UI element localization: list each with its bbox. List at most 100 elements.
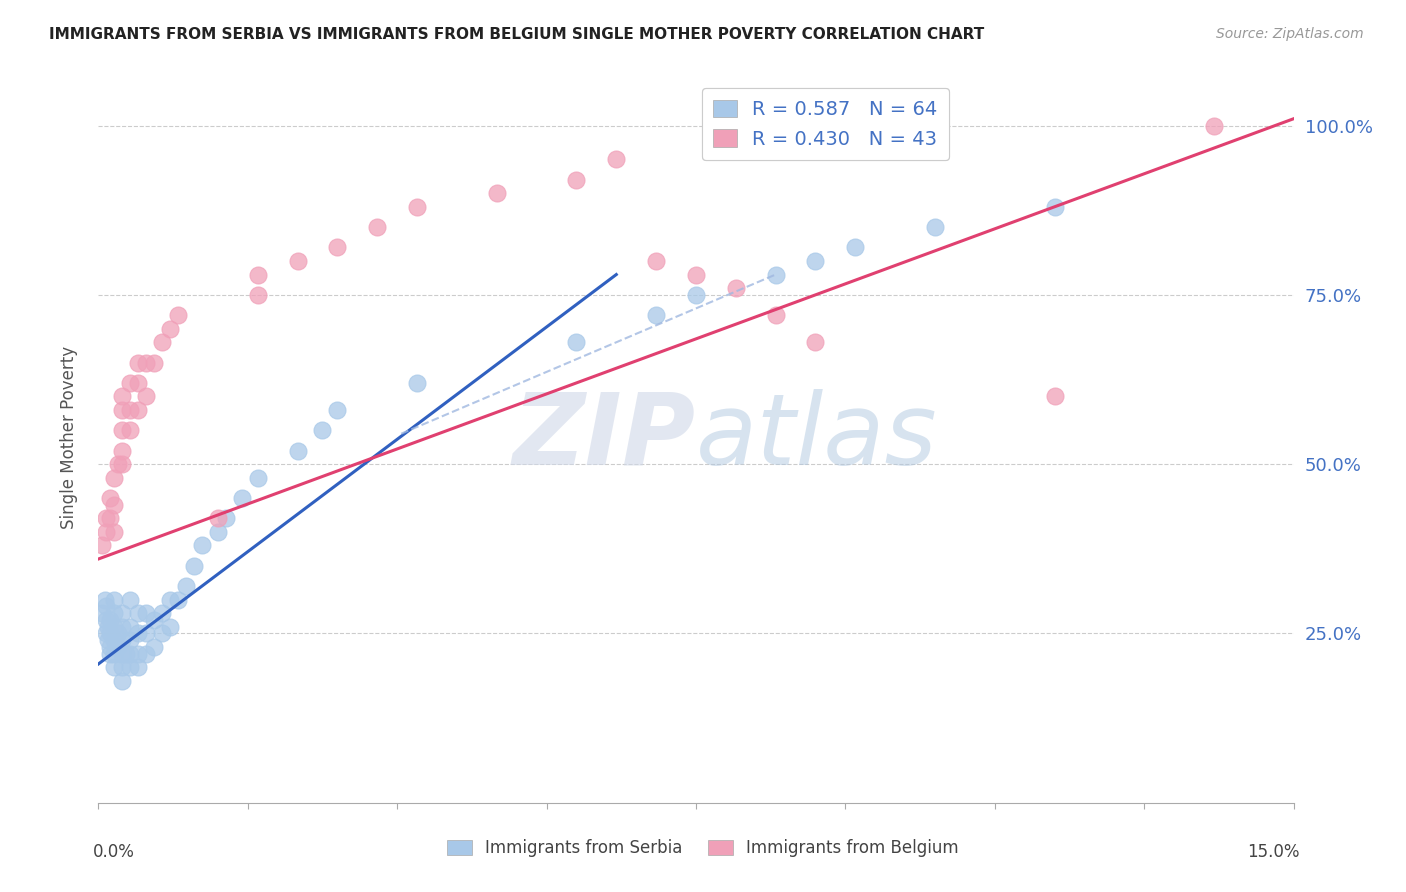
Point [207, 511, 229, 525]
Point [103, 471, 125, 485]
Point [107, 626, 129, 640]
Point [107, 640, 129, 654]
Legend: R = 0.587   N = 64, R = 0.430   N = 43: R = 0.587 N = 64, R = 0.430 N = 43 [702, 88, 949, 161]
Point [120, 592, 142, 607]
Point [111, 403, 134, 417]
Point [924, 220, 946, 235]
Point [96, 524, 118, 539]
Point [97, 633, 120, 648]
Point [103, 592, 125, 607]
Point [287, 443, 309, 458]
Point [326, 240, 349, 254]
Point [804, 254, 827, 268]
Point [605, 153, 627, 167]
Point [685, 288, 707, 302]
Point [103, 498, 125, 512]
Point [143, 613, 166, 627]
Point [135, 606, 157, 620]
Point [103, 660, 125, 674]
Point [94, 592, 117, 607]
Point [135, 355, 157, 369]
Text: 0.0%: 0.0% [93, 843, 135, 861]
Point [97, 620, 120, 634]
Point [1202, 119, 1225, 133]
Point [98, 491, 122, 505]
Point [96, 626, 118, 640]
Point [246, 268, 269, 282]
Point [111, 423, 134, 437]
Point [127, 647, 149, 661]
Point [159, 322, 181, 336]
Point [103, 524, 125, 539]
Point [127, 403, 149, 417]
Point [406, 200, 429, 214]
Point [98, 613, 122, 627]
Point [98, 626, 122, 640]
Point [135, 647, 157, 661]
Point [159, 592, 181, 607]
Point [765, 268, 787, 282]
Point [326, 403, 349, 417]
Point [183, 558, 205, 573]
Point [287, 254, 309, 268]
Point [107, 457, 129, 471]
Legend: Immigrants from Serbia, Immigrants from Belgium: Immigrants from Serbia, Immigrants from … [439, 831, 967, 866]
Point [366, 220, 388, 235]
Point [135, 389, 157, 403]
Point [135, 626, 157, 640]
Text: ZIP: ZIP [513, 389, 696, 485]
Point [844, 240, 866, 254]
Text: 15.0%: 15.0% [1247, 843, 1299, 861]
Point [565, 172, 588, 186]
Point [207, 524, 229, 539]
Point [111, 673, 134, 688]
Point [645, 254, 668, 268]
Point [150, 335, 173, 350]
Point [485, 186, 508, 201]
Point [143, 355, 166, 369]
Point [120, 660, 142, 674]
Point [311, 423, 333, 437]
Point [191, 538, 214, 552]
Point [167, 592, 190, 607]
Point [98, 647, 122, 661]
Point [98, 511, 122, 525]
Point [120, 633, 142, 648]
Point [103, 647, 125, 661]
Point [96, 599, 118, 614]
Point [120, 403, 142, 417]
Point [406, 376, 429, 390]
Point [1043, 200, 1066, 214]
Point [115, 647, 138, 661]
Point [111, 633, 134, 648]
Point [127, 660, 149, 674]
Point [127, 606, 149, 620]
Point [804, 335, 827, 350]
Point [96, 511, 118, 525]
Point [103, 620, 125, 634]
Point [565, 335, 588, 350]
Point [111, 647, 134, 661]
Point [120, 423, 142, 437]
Point [143, 640, 166, 654]
Point [724, 281, 747, 295]
Point [246, 471, 269, 485]
Point [159, 620, 181, 634]
Point [91, 538, 114, 552]
Point [120, 620, 142, 634]
Point [231, 491, 253, 505]
Point [150, 626, 173, 640]
Point [91, 606, 114, 620]
Point [685, 268, 707, 282]
Point [103, 633, 125, 648]
Point [215, 511, 238, 525]
Y-axis label: Single Mother Poverty: Single Mother Poverty [59, 345, 77, 529]
Point [150, 606, 173, 620]
Point [765, 308, 787, 322]
Point [111, 606, 134, 620]
Text: atlas: atlas [696, 389, 938, 485]
Point [111, 443, 134, 458]
Point [111, 457, 134, 471]
Point [111, 660, 134, 674]
Point [127, 355, 149, 369]
